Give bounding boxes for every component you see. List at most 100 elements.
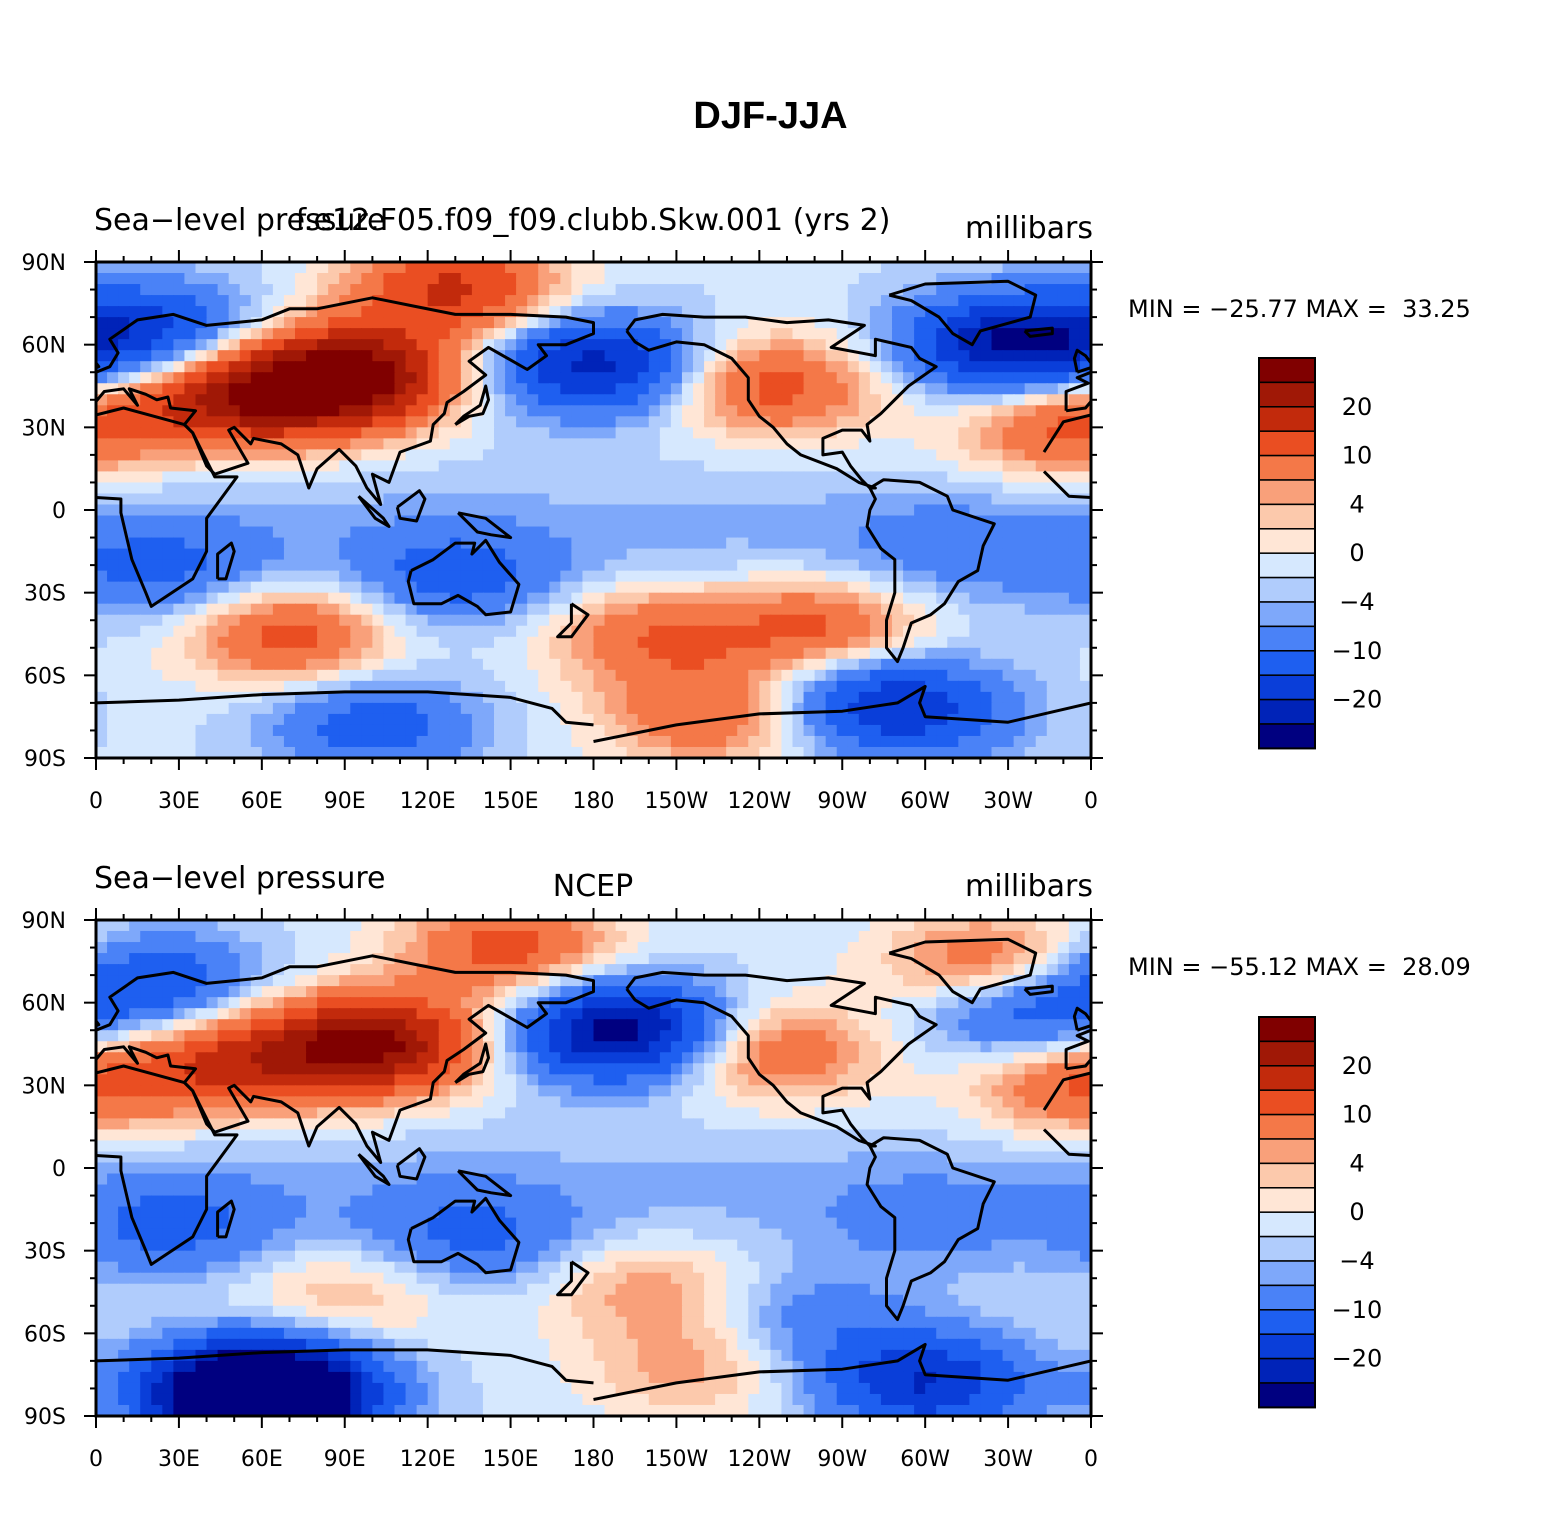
field-cell (1013, 438, 1026, 451)
field-cell (936, 405, 949, 418)
field-cell (494, 997, 506, 1009)
field-cell (383, 383, 396, 396)
field-cell (151, 449, 164, 462)
field-cell (880, 702, 893, 715)
field-cell (814, 361, 827, 374)
field-cell (361, 658, 374, 671)
field-cell (681, 328, 694, 340)
field-cell (118, 339, 130, 351)
field-cell (361, 636, 374, 649)
field-cell (737, 986, 750, 998)
coastline-borneo (395, 489, 427, 523)
field-cell (505, 394, 517, 407)
field-cell (372, 350, 385, 362)
field-cell (405, 735, 418, 748)
field-cell (283, 570, 296, 583)
field-cell (814, 931, 827, 943)
field-cell (1002, 964, 1015, 976)
field-cell (283, 559, 296, 572)
field-cell (880, 997, 893, 1009)
field-cell (449, 680, 462, 693)
field-cell (737, 317, 750, 329)
field-cell (582, 449, 595, 462)
field-cell (770, 581, 783, 594)
field-cell (328, 460, 341, 473)
field-cell (129, 460, 142, 473)
field-cell (505, 449, 517, 462)
field-cell (615, 361, 628, 374)
field-cell (482, 460, 495, 473)
field-cell (383, 504, 396, 517)
field-cell (372, 691, 385, 704)
field-cell (880, 438, 893, 451)
field-cell (184, 438, 197, 451)
field-cell (781, 746, 794, 758)
field-cell (637, 295, 650, 307)
field-cell (361, 592, 374, 605)
field-cell (792, 548, 805, 561)
field-cell (814, 920, 827, 932)
field-cell (604, 317, 617, 329)
field-cell (571, 964, 584, 976)
field-cell (361, 438, 374, 451)
field-cell (306, 931, 318, 943)
field-cell (969, 986, 982, 998)
field-cell (1002, 548, 1015, 561)
field-cell (283, 986, 296, 998)
field-cell (880, 262, 893, 274)
field-cell (482, 416, 495, 429)
field-cell (914, 942, 926, 954)
field-cell (1024, 383, 1037, 396)
field-cell (383, 559, 396, 572)
field-cell (847, 625, 860, 638)
field-cell (593, 328, 606, 340)
field-cell (715, 526, 727, 539)
field-cell (228, 526, 241, 539)
field-cell (781, 350, 794, 362)
field-cell (792, 284, 805, 296)
field-cell (781, 427, 794, 440)
field-cell (914, 306, 926, 318)
field-cell (272, 570, 285, 583)
field-cell (549, 284, 562, 296)
field-cell (936, 383, 949, 396)
field-cell (792, 416, 805, 429)
field-cell (836, 427, 849, 440)
field-cell (681, 427, 694, 440)
field-cell (1013, 295, 1026, 307)
field-cell (659, 724, 672, 737)
field-cell (947, 405, 960, 418)
field-cell (748, 559, 761, 572)
field-cell (383, 317, 396, 329)
field-cell (217, 746, 230, 758)
field-cell (494, 592, 506, 605)
field-cell (1079, 559, 1091, 572)
field-cell (460, 339, 473, 351)
field-cell (681, 405, 694, 418)
field-cell (162, 746, 175, 758)
field-cell (306, 735, 318, 748)
field-cell (770, 548, 783, 561)
field-cell (903, 746, 915, 758)
field-cell (217, 548, 230, 561)
field-cell (903, 427, 915, 440)
field-cell (140, 273, 153, 285)
field-cell (228, 449, 241, 462)
field-cell (482, 559, 495, 572)
field-cell (892, 691, 904, 704)
field-cell (936, 625, 949, 638)
field-cell (648, 614, 661, 627)
field-cell (151, 625, 164, 638)
field-cell (781, 997, 794, 1009)
field-cell (1057, 350, 1070, 362)
field-cell (582, 625, 595, 638)
field-cell (648, 537, 661, 550)
field-cell (449, 482, 462, 495)
field-cell (792, 526, 805, 539)
field-cell (283, 713, 296, 726)
field-cell (151, 273, 164, 285)
field-cell (217, 537, 230, 550)
x-tick-label: 150E (483, 789, 539, 814)
field-cell (759, 953, 772, 965)
field-cell (648, 680, 661, 693)
